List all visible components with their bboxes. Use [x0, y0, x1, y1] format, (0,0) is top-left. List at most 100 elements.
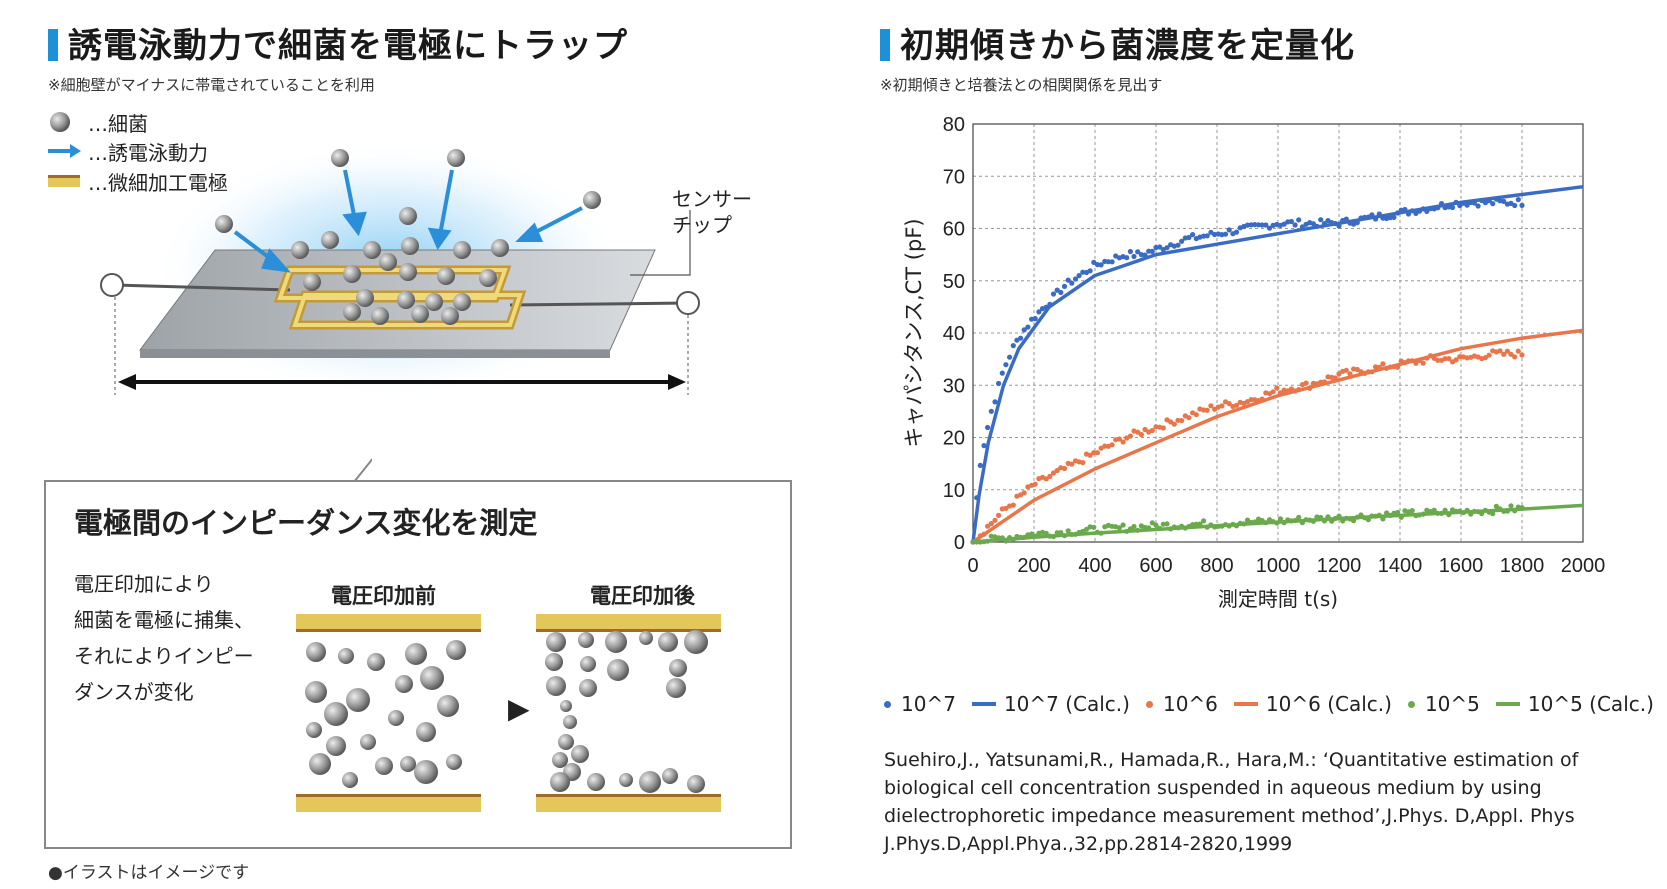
data-point — [1186, 234, 1192, 241]
electrode-icon — [48, 175, 80, 187]
legend-item-1e5: 10^5 — [1407, 692, 1480, 716]
y-tick-label: 60 — [943, 219, 965, 241]
data-point — [1164, 521, 1170, 527]
y-tick-label: 20 — [943, 428, 965, 450]
data-point — [1094, 450, 1100, 456]
data-point — [1050, 470, 1057, 476]
data-point — [1486, 352, 1492, 358]
series-line — [972, 328, 1584, 544]
data-point — [1054, 467, 1060, 474]
data-point — [1233, 229, 1240, 235]
free-bacteria — [215, 149, 601, 233]
data-point — [1453, 357, 1459, 363]
data-point — [1087, 452, 1093, 458]
data-point — [1380, 361, 1386, 367]
callout-description: 電圧印加により 細菌を電極に捕集、 それによりインピー ダンスが変化 — [74, 572, 254, 704]
y-tick-label: 30 — [943, 375, 965, 397]
data-point — [1515, 348, 1521, 354]
data-point — [1168, 419, 1174, 425]
data-point — [1336, 371, 1342, 377]
data-point — [1010, 502, 1016, 508]
data-point — [1508, 351, 1514, 357]
x-tick-label: 600 — [1139, 555, 1172, 577]
y-axis-label: キャパシタンス,CT (pF) — [902, 218, 926, 447]
data-point — [1252, 222, 1258, 228]
data-point — [1069, 461, 1075, 467]
data-point — [1391, 214, 1397, 220]
data-point — [1058, 289, 1064, 296]
data-point — [1449, 204, 1456, 211]
data-point — [1190, 232, 1196, 238]
x-tick-label: 800 — [1200, 555, 1233, 577]
x-tick-label: 200 — [1017, 555, 1050, 577]
data-point — [1296, 217, 1302, 223]
data-point — [1497, 348, 1503, 354]
legend-item-1e6-calc: 10^6 (Calc.) — [1233, 692, 1392, 716]
data-point — [1061, 283, 1068, 289]
data-point — [1409, 508, 1415, 514]
data-point — [1318, 217, 1324, 223]
data-point — [996, 380, 1002, 387]
data-point — [1135, 249, 1141, 255]
data-point — [1208, 403, 1214, 409]
data-point — [1069, 280, 1075, 286]
after-panel — [536, 614, 721, 812]
data-point — [1065, 277, 1071, 283]
before-panel — [296, 614, 481, 812]
terminal-right — [676, 291, 700, 315]
data-point — [1244, 517, 1251, 523]
data-point — [1263, 222, 1269, 228]
left-note: ※細胞壁がマイナスに帯電されていることを利用 — [48, 76, 375, 94]
x-tick-label: 1800 — [1500, 555, 1545, 577]
data-point — [1116, 525, 1122, 531]
data-point — [1193, 412, 1199, 418]
data-point — [1076, 273, 1082, 279]
data-point — [985, 523, 991, 529]
data-point — [1160, 521, 1166, 527]
data-point — [1018, 335, 1024, 341]
data-point — [1204, 233, 1210, 239]
impedance-callout: 電極間のインピーダンス変化を測定 電圧印加により 細菌を電極に捕集、 それにより… — [44, 480, 792, 849]
y-tick-label: 0 — [954, 532, 965, 554]
data-point — [1091, 450, 1097, 456]
data-point — [977, 462, 983, 468]
series-line — [972, 503, 1584, 544]
data-point — [1288, 218, 1294, 225]
data-point — [1431, 507, 1437, 513]
title-accent-bar — [48, 29, 58, 61]
data-point — [1420, 360, 1426, 366]
data-point — [1310, 221, 1316, 227]
data-point — [1519, 202, 1525, 208]
data-point — [1160, 425, 1166, 431]
data-point — [1204, 407, 1210, 413]
footnote: ●イラストはイメージです — [48, 863, 250, 883]
wire-left — [114, 283, 291, 292]
data-point — [1047, 473, 1053, 479]
trapped-bacteria — [291, 231, 509, 325]
data-point — [1032, 481, 1038, 487]
data-point — [1149, 427, 1155, 434]
before-after-panels — [296, 614, 721, 812]
data-point — [1175, 242, 1181, 248]
data-point — [1512, 202, 1518, 209]
data-point — [1519, 352, 1525, 358]
data-point — [1270, 389, 1276, 395]
data-point — [1233, 402, 1240, 408]
x-tick-label: 1200 — [1317, 555, 1362, 577]
data-point — [1259, 222, 1265, 228]
data-point — [1475, 203, 1481, 209]
callout-pointer — [352, 457, 372, 482]
data-point — [1343, 367, 1349, 373]
illustration-legend: …細菌 …誘電泳動力 …微細加工電極 — [48, 108, 228, 196]
data-point — [1098, 262, 1104, 268]
y-tick-label: 50 — [943, 271, 965, 293]
x-tick-label: 1000 — [1256, 555, 1301, 577]
data-point — [1061, 465, 1068, 472]
y-tick-label: 40 — [943, 323, 965, 345]
data-point — [988, 408, 994, 414]
data-point — [981, 443, 987, 449]
data-point — [996, 512, 1002, 518]
wire-right — [509, 301, 689, 307]
data-point — [1021, 490, 1027, 496]
right-title: 初期傾きから菌濃度を定量化 — [880, 18, 1355, 67]
